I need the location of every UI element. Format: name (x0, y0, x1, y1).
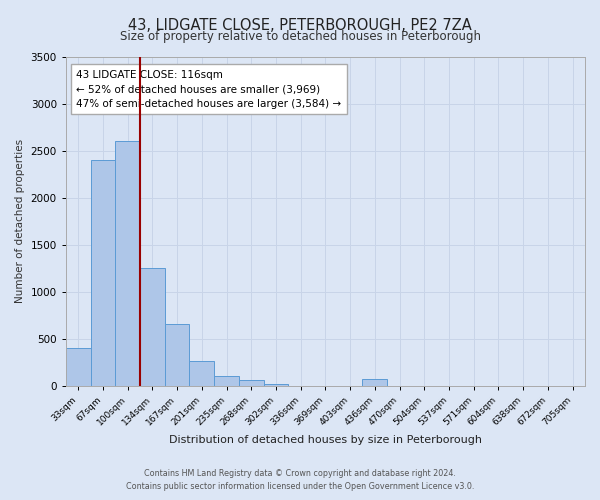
Bar (239, 380, 263, 386)
Bar (115, 141, 140, 386)
Text: Contains HM Land Registry data © Crown copyright and database right 2024.
Contai: Contains HM Land Registry data © Crown c… (126, 469, 474, 491)
Bar (214, 376, 239, 386)
Bar (190, 361, 214, 386)
Text: 43 LIDGATE CLOSE: 116sqm
← 52% of detached houses are smaller (3,969)
47% of sem: 43 LIDGATE CLOSE: 116sqm ← 52% of detach… (76, 70, 341, 110)
Text: 43, LIDGATE CLOSE, PETERBOROUGH, PE2 7ZA: 43, LIDGATE CLOSE, PETERBOROUGH, PE2 7ZA (128, 18, 472, 32)
Bar (140, 268, 165, 386)
Bar (263, 384, 289, 386)
Y-axis label: Number of detached properties: Number of detached properties (15, 139, 25, 303)
X-axis label: Distribution of detached houses by size in Peterborough: Distribution of detached houses by size … (169, 435, 482, 445)
Text: Size of property relative to detached houses in Peterborough: Size of property relative to detached ho… (119, 30, 481, 43)
Bar (91, 160, 115, 386)
Bar (66, 348, 91, 386)
Bar (362, 379, 387, 386)
Bar (165, 324, 190, 386)
